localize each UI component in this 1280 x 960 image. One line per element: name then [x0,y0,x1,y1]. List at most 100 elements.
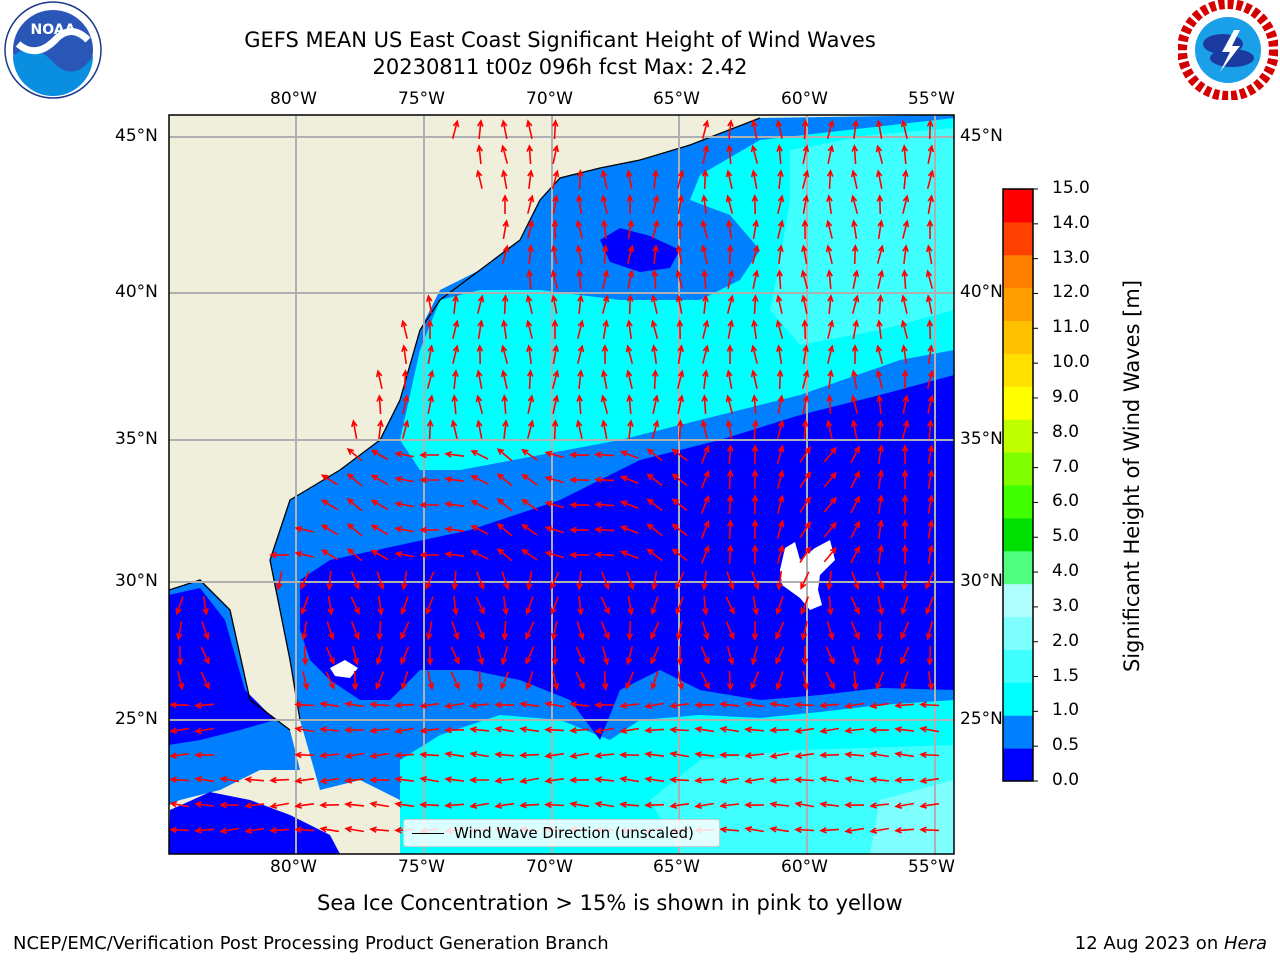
wind-wave-arrow [646,473,663,487]
wind-wave-arrow [475,394,484,414]
wind-wave-arrow [469,751,490,758]
wind-wave-arrow [750,144,759,164]
wind-wave-arrow [801,369,810,389]
wind-wave-arrow [744,752,764,759]
wind-wave-arrow [177,671,185,691]
wind-wave-arrow [626,620,634,641]
wind-wave-arrow [275,571,283,591]
wind-wave-arrow [776,469,785,489]
wind-wave-arrow [600,419,608,439]
wind-wave-arrow [294,802,315,809]
wind-wave-arrow [551,219,559,240]
wind-wave-arrow [527,244,534,265]
wind-wave-arrow [352,646,360,666]
wind-wave-arrow [544,500,564,509]
wind-wave-arrow [851,294,860,314]
colorbar-segment [1003,419,1033,453]
wind-wave-arrow [452,369,459,390]
colorbar-tick-label: 11.0 [1052,317,1090,338]
wind-wave-arrow [694,751,714,758]
wind-wave-arrow [927,144,935,164]
wind-wave-arrow [500,646,509,666]
wind-wave-arrow [901,419,910,439]
wind-wave-arrow [801,219,809,240]
wind-wave-arrow [819,751,840,759]
wind-wave-arrow [444,451,465,458]
wind-wave-arrow [551,294,558,314]
wind-wave-arrow [652,394,660,414]
wind-wave-arrow [650,621,660,640]
wind-wave-arrow [819,776,840,783]
wind-wave-arrow [451,394,458,415]
wind-wave-arrow [700,519,710,539]
wind-wave-arrow [569,501,590,509]
wind-wave-arrow [594,776,615,783]
wind-wave-arrow [551,369,560,389]
wind-wave-arrow [726,519,734,540]
wind-wave-arrow [701,621,710,641]
wind-wave-arrow [450,671,460,690]
wind-wave-arrow [550,269,559,289]
wind-wave-arrow [876,571,885,591]
wind-wave-arrow [852,670,859,691]
wind-wave-arrow [577,319,585,339]
wind-wave-arrow [752,219,759,240]
wind-wave-arrow [702,319,710,339]
wind-wave-arrow [669,751,690,758]
wind-wave-arrow [850,596,860,615]
wind-wave-arrow [319,701,340,708]
wind-wave-arrow [650,294,658,314]
wind-wave-arrow [677,194,684,215]
wind-wave-arrow [750,646,758,666]
wind-wave-arrow [369,701,390,708]
wind-wave-arrow [775,646,785,665]
wind-wave-arrow [719,726,740,733]
wind-wave-arrow [701,571,708,591]
wind-wave-arrow [700,671,710,690]
wind-wave-arrow [302,671,310,691]
wind-wave-arrow [850,495,860,514]
wind-wave-arrow [369,801,390,808]
wind-wave-arrow [344,826,365,833]
wind-wave-arrow [827,319,835,339]
colorbar-tick-label: 2.0 [1052,630,1080,651]
wind-wave-arrow [727,319,734,340]
wind-wave-arrow [500,671,510,691]
colorbar-segment [1003,353,1033,387]
wind-wave-arrow [476,144,483,165]
wind-wave-arrow [394,526,414,533]
map-frame [168,114,955,855]
chart-subtitle: 20230811 t00z 096h fcst Max: 2.42 [372,55,748,79]
wind-wave-arrow [496,548,513,562]
wind-wave-arrow [751,469,759,490]
wind-wave-arrow [619,801,640,808]
wind-wave-arrow [369,776,390,784]
wind-wave-arrow [725,419,733,439]
wind-wave-arrow [650,646,660,665]
colorbar-tick-label: 4.0 [1052,561,1080,582]
lon-label-bottom-55w: 55°W [908,857,955,877]
wind-wave-arrow [777,169,784,189]
wind-wave-arrow [527,394,535,414]
wind-wave-arrow [919,826,940,834]
wind-wave-arrow [646,523,663,537]
wind-wave-arrow [521,523,538,536]
wind-wave-arrow [875,144,884,164]
wind-wave-arrow [726,369,733,389]
wind-wave-arrow [725,621,735,641]
wind-wave-direction-arrows [169,119,940,834]
wind-wave-arrow [375,369,383,389]
wind-wave-arrow [544,777,565,784]
wind-wave-arrow [775,596,784,616]
wind-wave-arrow [401,419,410,439]
lon-label-top-65w: 65°W [653,89,700,109]
wind-wave-arrow [194,827,215,834]
wind-wave-arrow [702,144,710,164]
wind-wave-arrow [776,544,785,564]
wind-wave-arrow [370,549,389,561]
wind-wave-arrow [901,444,909,464]
wind-wave-arrow [576,394,583,415]
wind-wave-arrow [426,369,435,389]
colorbar-segment [1003,682,1033,716]
wind-wave-arrow [626,244,635,264]
